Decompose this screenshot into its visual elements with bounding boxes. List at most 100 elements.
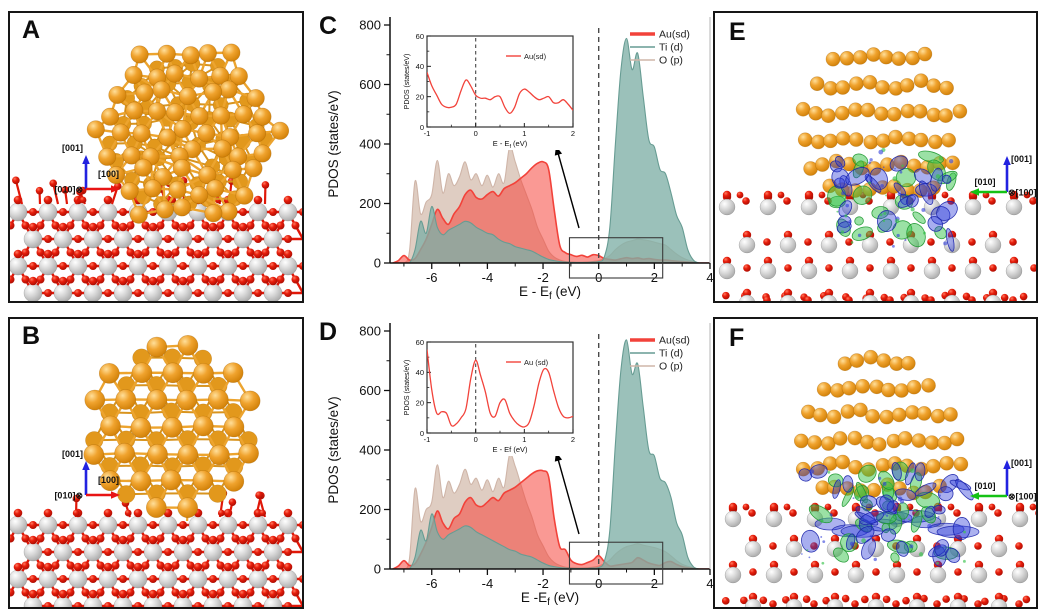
svg-text:20: 20 xyxy=(416,92,424,101)
panel-label-e: E xyxy=(729,18,746,46)
y-tick-label: 0 xyxy=(374,562,381,577)
x-axis-label: E -Ef (eV) xyxy=(521,590,579,608)
pdos-area-series xyxy=(392,37,710,263)
axis-into-label: [010]⊗ xyxy=(54,185,83,195)
y-tick-label: 200 xyxy=(359,196,381,211)
x-axis-label: E - Ef (eV) xyxy=(519,284,581,302)
y-tick-label: 400 xyxy=(359,443,381,458)
panel-f-structure: [001] [010] ⊗[100] xyxy=(713,317,1038,609)
svg-text:-1: -1 xyxy=(424,435,431,444)
axis-into-label: ⊗[100] xyxy=(1008,492,1036,502)
legend: Au(sd)Ti (d)O (p) xyxy=(630,335,690,373)
panel-b-structure: [001] [100] [010]⊗ xyxy=(8,317,304,609)
x-tick-label: -2 xyxy=(537,576,549,591)
legend-label: Ti (d) xyxy=(659,348,683,360)
svg-text:2: 2 xyxy=(571,129,575,138)
au-nanoparticle xyxy=(793,349,969,501)
legend-label: O (p) xyxy=(659,55,683,67)
axis-into-label: [010]⊗ xyxy=(54,491,83,501)
y-tick-label: 600 xyxy=(359,383,381,398)
inset-au-curve xyxy=(427,349,573,428)
panel-c-chart: -6 -4 -2 0 2 4 0 200 400 600 800 PDOS (states/eV) E … xyxy=(308,0,713,306)
svg-text:0: 0 xyxy=(420,429,424,438)
svg-text:60: 60 xyxy=(416,32,424,41)
panel-label-d: D xyxy=(319,318,338,346)
inset-x-axis-label: E - Ef (eV) xyxy=(493,139,528,150)
panel-label-b: B xyxy=(22,322,41,350)
zoom-region-box xyxy=(568,237,664,279)
y-tick-label: 800 xyxy=(359,18,381,33)
panel-d-chart: -6 -4 -2 0 2 4 0 200 400 600 800 PDOS (states/eV) E … xyxy=(308,306,713,613)
series-Ti (d) xyxy=(392,37,710,263)
axis-right-label: [100] xyxy=(98,169,119,179)
y-axis-label: PDOS (states/eV) xyxy=(326,90,341,197)
zoom-arrow xyxy=(557,152,580,229)
axis-up-label: [001] xyxy=(1011,458,1032,468)
orientation-axes: [001] [010] ⊗[100] xyxy=(970,458,1036,502)
y-tick-label: 200 xyxy=(359,502,381,517)
au-nanoparticle xyxy=(83,335,261,522)
pdos-area-series xyxy=(392,339,710,569)
x-tick-label: 4 xyxy=(706,576,713,591)
svg-text:1: 1 xyxy=(522,435,526,444)
x-tick-label: -6 xyxy=(426,270,438,285)
legend: Au(sd)Ti (d)O (p) xyxy=(630,29,690,67)
inset-legend-label: Au (sd) xyxy=(524,358,549,367)
axis-right-label: [100] xyxy=(98,475,119,485)
svg-text:0: 0 xyxy=(474,129,478,138)
au-nanoparticle-on-tio2-side-view: [001] [100] [010]⊗ xyxy=(10,43,302,301)
svg-text:2: 2 xyxy=(571,435,575,444)
y-tick-label: 600 xyxy=(359,77,381,92)
axis-up-label: [001] xyxy=(1011,154,1032,164)
orientation-axes: [001] [100] [010]⊗ xyxy=(54,449,120,501)
inset-frame xyxy=(426,341,574,434)
axis-left-label: [010] xyxy=(974,177,995,187)
x-tick-label: -4 xyxy=(482,270,494,285)
y-tick-label: 400 xyxy=(359,137,381,152)
y-axis-label: PDOS (states/eV) xyxy=(326,396,341,503)
legend-label: Au(sd) xyxy=(659,335,690,347)
au-cluster-on-tio2-side-view: [001] [100] [010]⊗ xyxy=(10,335,302,607)
panel-label-c: C xyxy=(319,12,338,40)
axis-into-label: ⊗[100] xyxy=(1008,188,1036,198)
orientation-axes: [001] [100] [010]⊗ xyxy=(54,143,120,195)
svg-text:60: 60 xyxy=(416,338,424,347)
series-Ti (d) xyxy=(392,339,710,569)
panel-label-f: F xyxy=(729,324,745,352)
axis-up-label: [001] xyxy=(62,449,83,459)
panel-a-structure: [001] [100] [010]⊗ xyxy=(8,11,304,303)
axis-left-label: [010] xyxy=(974,481,995,491)
svg-text:1: 1 xyxy=(522,129,526,138)
inset-frame xyxy=(426,35,574,128)
tio2-slab xyxy=(10,489,302,607)
zoom-region-box xyxy=(568,541,664,585)
x-tick-label: 4 xyxy=(706,270,713,285)
x-tick-label: -2 xyxy=(537,270,549,285)
legend-label: Au(sd) xyxy=(659,29,690,41)
orientation-axes: [001] [010] ⊗[100] xyxy=(970,154,1036,198)
svg-text:-1: -1 xyxy=(424,129,431,138)
charge-density-difference-e: [001] [010] ⊗[100] xyxy=(718,46,1036,301)
svg-text:0: 0 xyxy=(420,123,424,132)
svg-text:40: 40 xyxy=(416,368,424,377)
y-tick-label: 800 xyxy=(359,324,381,339)
x-tick-label: -4 xyxy=(482,576,494,591)
charge-density-difference-f: [001] [010] ⊗[100] xyxy=(721,349,1036,607)
axis-up-label: [001] xyxy=(62,143,83,153)
inset-y-axis-label: PDOS (states/eV) xyxy=(404,54,411,110)
svg-text:20: 20 xyxy=(416,398,424,407)
au-nanoparticle xyxy=(795,46,968,198)
tio2-slab xyxy=(718,190,1036,301)
zoom-arrow xyxy=(557,458,580,535)
inset-legend-label: Au(sd) xyxy=(524,52,547,61)
legend-label: Ti (d) xyxy=(659,42,683,54)
legend-label: O (p) xyxy=(659,361,683,373)
inset-x-axis-label: E - Ef (eV) xyxy=(492,445,528,454)
inset-au-curve xyxy=(427,72,573,115)
au-nanoparticle xyxy=(86,43,290,224)
charge-isosurface xyxy=(798,461,974,567)
svg-text:40: 40 xyxy=(416,62,424,71)
